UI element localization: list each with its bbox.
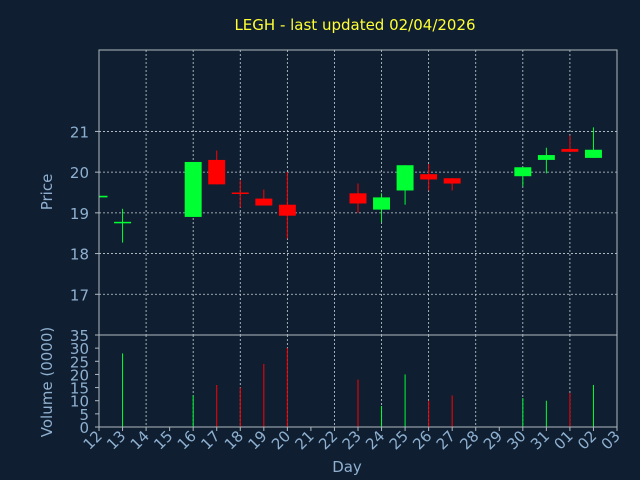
- x-tick-label: 02: [574, 427, 600, 453]
- x-tick-label: 15: [150, 427, 176, 453]
- volume-tick-label: 20: [70, 366, 89, 384]
- y-tick-label: 18: [70, 246, 89, 264]
- volume-tick-label: 30: [70, 340, 89, 358]
- axes: 1718192021051015202530351213141516171819…: [70, 123, 624, 453]
- candle-body: [114, 221, 132, 224]
- candle-body: [255, 198, 273, 206]
- volume-tick-label: 35: [70, 327, 89, 345]
- candle-body: [537, 155, 555, 160]
- y-tick-label: 20: [70, 164, 89, 182]
- x-tick-label: 16: [174, 427, 200, 453]
- x-tick-label: 18: [221, 427, 247, 453]
- candle-body: [584, 149, 602, 158]
- candle-body: [420, 174, 438, 180]
- volume-panel: [122, 335, 594, 427]
- x-tick-label: 20: [268, 427, 294, 453]
- price-panel: [99, 50, 617, 335]
- candle-body: [184, 161, 202, 217]
- x-tick-label: 19: [244, 427, 270, 453]
- candle-body: [231, 192, 249, 194]
- x-tick-label: 26: [409, 427, 435, 453]
- chart-title: LEGH - last updated 02/04/2026: [234, 16, 475, 34]
- x-tick-label: 01: [551, 427, 577, 453]
- volume-tick-label: 0: [79, 419, 89, 437]
- x-tick-label: 24: [362, 427, 388, 453]
- x-tick-label: 29: [480, 427, 506, 453]
- candle-body: [561, 148, 579, 152]
- y-axis-label: Price: [38, 174, 56, 211]
- x-tick-label: 17: [197, 427, 223, 453]
- candle-body: [99, 195, 108, 198]
- x-tick-label: 14: [127, 427, 153, 453]
- y-tick-label: 19: [70, 205, 89, 223]
- x-tick-label: 30: [503, 427, 529, 453]
- candle-body: [208, 159, 226, 185]
- x-tick-label: 13: [103, 427, 129, 453]
- candle-body: [278, 204, 296, 216]
- x-tick-label: 31: [527, 427, 553, 453]
- x-axis-label: Day: [332, 458, 362, 476]
- candle-body: [349, 193, 367, 204]
- y-tick-label: 17: [70, 286, 89, 304]
- x-tick-label: 23: [339, 427, 365, 453]
- candle-body: [396, 165, 414, 191]
- y-tick-label: 21: [70, 123, 89, 141]
- candle-body: [373, 197, 391, 210]
- x-tick-label: 27: [433, 427, 459, 453]
- candle-body: [443, 178, 461, 184]
- volume-tick-label: 25: [70, 353, 89, 371]
- x-tick-label: 25: [386, 427, 412, 453]
- volume-tick-label: 10: [70, 393, 89, 411]
- x-tick-label: 03: [598, 427, 624, 453]
- x-tick-label: 21: [292, 427, 318, 453]
- x-tick-label: 22: [315, 427, 341, 453]
- volume-tick-label: 15: [70, 380, 89, 398]
- volume-frame: [98, 334, 618, 428]
- volume-axis-label: Volume (0000): [38, 327, 56, 437]
- volume-tick-label: 5: [79, 406, 89, 424]
- x-tick-label: 28: [456, 427, 482, 453]
- candle-body: [514, 167, 532, 177]
